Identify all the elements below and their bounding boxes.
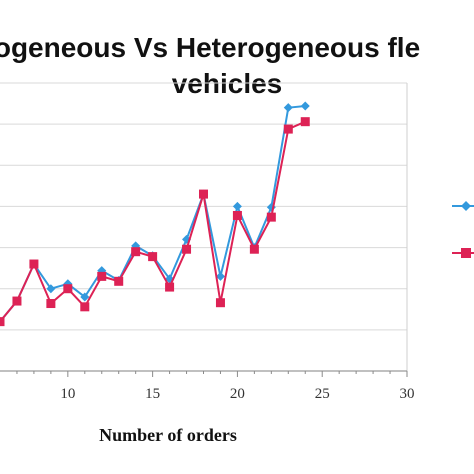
data-point <box>114 276 124 286</box>
data-point <box>283 103 293 113</box>
x-tick-label: 10 <box>60 386 75 402</box>
x-tick-label: 25 <box>315 386 330 402</box>
data-point <box>215 298 225 308</box>
chart-title-line-1: ogeneous Vs Heterogeneous fle <box>0 32 420 63</box>
legend-entry-1 <box>452 201 474 211</box>
data-point <box>0 317 5 327</box>
data-point <box>46 284 56 294</box>
x-tick-label: 15 <box>145 386 160 402</box>
legend-entry-2 <box>452 248 474 258</box>
legend-marker <box>461 248 471 258</box>
data-point <box>46 299 56 309</box>
data-point <box>232 210 242 220</box>
data-point <box>97 271 107 281</box>
data-point <box>63 284 73 294</box>
axes: 10 15 20 25 30 <box>0 83 415 402</box>
legend-marker <box>461 201 471 211</box>
gridlines <box>0 82 407 331</box>
series-line <box>0 120 306 323</box>
series-lines <box>0 101 310 327</box>
data-point <box>300 101 310 111</box>
x-tick-label: 20 <box>230 386 245 402</box>
data-point <box>80 302 90 312</box>
data-point <box>131 247 141 257</box>
data-point <box>80 292 90 302</box>
data-point <box>215 271 225 281</box>
data-point <box>12 296 22 306</box>
data-point <box>199 189 208 199</box>
series-2 <box>0 117 310 327</box>
data-point <box>29 259 39 269</box>
data-point <box>165 282 175 292</box>
data-point <box>249 244 259 254</box>
data-point <box>148 252 158 262</box>
x-tick-label: 30 <box>400 386 415 402</box>
legend <box>452 201 474 258</box>
data-point <box>182 244 192 254</box>
data-point <box>283 124 293 134</box>
data-point <box>266 212 276 222</box>
data-point <box>300 117 310 127</box>
data-point <box>232 201 242 211</box>
x-axis-label: Number of orders <box>99 425 237 445</box>
